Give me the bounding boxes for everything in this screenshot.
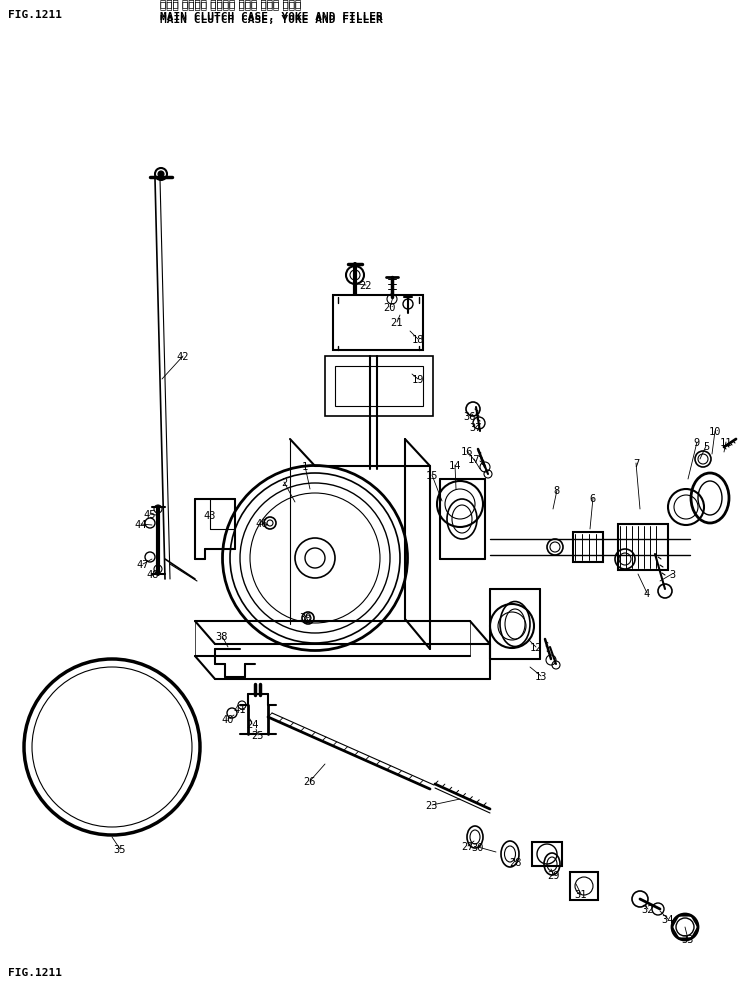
Text: 40: 40 bbox=[222, 714, 234, 725]
Text: 25: 25 bbox=[252, 731, 264, 740]
Text: 37: 37 bbox=[470, 423, 482, 433]
Text: 31: 31 bbox=[575, 889, 587, 899]
Text: 44: 44 bbox=[135, 520, 147, 529]
Text: 48: 48 bbox=[147, 570, 160, 580]
Text: 39: 39 bbox=[300, 612, 312, 622]
Bar bbox=[618, 525, 668, 571]
Text: 30: 30 bbox=[472, 842, 485, 852]
Text: FIG.1211: FIG.1211 bbox=[8, 967, 62, 977]
Text: 17: 17 bbox=[467, 455, 480, 464]
Text: 13: 13 bbox=[535, 671, 548, 681]
Text: 34: 34 bbox=[662, 914, 674, 924]
Text: 33: 33 bbox=[682, 934, 695, 944]
Bar bbox=[325, 357, 433, 416]
Bar bbox=[570, 872, 598, 900]
Circle shape bbox=[158, 172, 164, 177]
Text: 36: 36 bbox=[464, 411, 476, 422]
Text: 41: 41 bbox=[234, 704, 246, 714]
Text: メイン クラッチ ケース， ヨーク オヨビ フィラ: メイン クラッチ ケース， ヨーク オヨビ フィラ bbox=[160, 0, 301, 10]
Text: MAIN CLUTCH CASE, YOKE AND FILLER: MAIN CLUTCH CASE, YOKE AND FILLER bbox=[160, 12, 383, 22]
Text: 14: 14 bbox=[449, 460, 462, 470]
Text: FIG.1211: FIG.1211 bbox=[8, 10, 62, 20]
Bar bbox=[335, 367, 423, 406]
Text: メイン クラッチ ケース， ヨーク オヨビ フィラ: メイン クラッチ ケース， ヨーク オヨビ フィラ bbox=[160, 0, 301, 8]
Text: 22: 22 bbox=[360, 281, 372, 291]
Text: 10: 10 bbox=[709, 427, 721, 437]
Text: 24: 24 bbox=[246, 719, 258, 730]
Text: 18: 18 bbox=[412, 334, 424, 345]
Bar bbox=[532, 842, 562, 866]
Text: 38: 38 bbox=[216, 631, 229, 641]
Text: 5: 5 bbox=[703, 442, 709, 452]
Text: 23: 23 bbox=[426, 801, 439, 810]
Text: MAIN CLUTCH CASE, YOKE AND FILLER: MAIN CLUTCH CASE, YOKE AND FILLER bbox=[160, 15, 383, 25]
Text: 16: 16 bbox=[461, 447, 473, 457]
Text: 3: 3 bbox=[669, 570, 675, 580]
Text: 47: 47 bbox=[137, 559, 149, 570]
Text: 32: 32 bbox=[642, 904, 654, 914]
Text: 27: 27 bbox=[462, 841, 474, 851]
Text: 11: 11 bbox=[720, 438, 732, 448]
Text: 20: 20 bbox=[384, 303, 396, 313]
Text: 45: 45 bbox=[144, 510, 157, 520]
Text: 1: 1 bbox=[302, 461, 308, 471]
Text: 26: 26 bbox=[303, 776, 316, 786]
Bar bbox=[333, 296, 423, 351]
Text: 8: 8 bbox=[554, 485, 560, 496]
Text: 43: 43 bbox=[204, 511, 216, 521]
Text: 4: 4 bbox=[644, 589, 650, 599]
Text: 15: 15 bbox=[426, 470, 439, 480]
Text: 2: 2 bbox=[281, 477, 287, 487]
Text: 35: 35 bbox=[114, 844, 126, 854]
Text: 21: 21 bbox=[391, 317, 403, 327]
Bar bbox=[573, 532, 603, 562]
Text: 29: 29 bbox=[548, 870, 560, 880]
Text: 28: 28 bbox=[510, 857, 522, 867]
Text: 42: 42 bbox=[177, 352, 189, 362]
Text: 7: 7 bbox=[633, 458, 639, 468]
Text: 46: 46 bbox=[256, 519, 269, 528]
Text: 6: 6 bbox=[590, 494, 596, 504]
Text: 19: 19 bbox=[412, 375, 424, 385]
Text: 12: 12 bbox=[530, 642, 542, 653]
Text: 9: 9 bbox=[694, 438, 700, 448]
